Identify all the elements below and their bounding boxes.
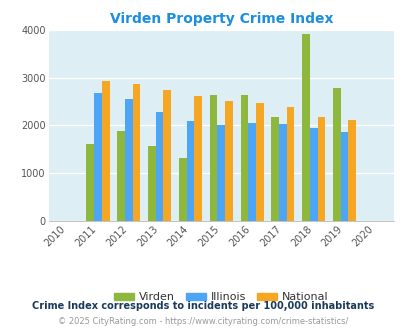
Bar: [117, 131, 125, 221]
Bar: [286, 107, 294, 221]
Bar: [224, 101, 232, 221]
Bar: [240, 95, 247, 221]
Bar: [209, 95, 217, 221]
Bar: [332, 88, 340, 221]
Bar: [102, 82, 109, 221]
Bar: [347, 120, 355, 221]
Bar: [217, 125, 224, 221]
Bar: [156, 113, 163, 221]
Bar: [132, 84, 140, 221]
Bar: [255, 103, 263, 221]
Bar: [186, 121, 194, 221]
Bar: [278, 124, 286, 221]
Bar: [340, 132, 347, 221]
Bar: [271, 117, 278, 221]
Bar: [179, 158, 186, 221]
Title: Virden Property Crime Index: Virden Property Crime Index: [109, 12, 332, 26]
Bar: [86, 144, 94, 221]
Bar: [148, 146, 156, 221]
Bar: [309, 128, 317, 221]
Legend: Virden, Illinois, National: Virden, Illinois, National: [110, 288, 332, 307]
Bar: [301, 34, 309, 221]
Bar: [163, 89, 171, 221]
Bar: [194, 96, 202, 221]
Bar: [94, 93, 102, 221]
Text: Crime Index corresponds to incidents per 100,000 inhabitants: Crime Index corresponds to incidents per…: [32, 301, 373, 311]
Bar: [247, 122, 255, 221]
Text: © 2025 CityRating.com - https://www.cityrating.com/crime-statistics/: © 2025 CityRating.com - https://www.city…: [58, 317, 347, 326]
Bar: [317, 117, 324, 221]
Bar: [125, 99, 132, 221]
